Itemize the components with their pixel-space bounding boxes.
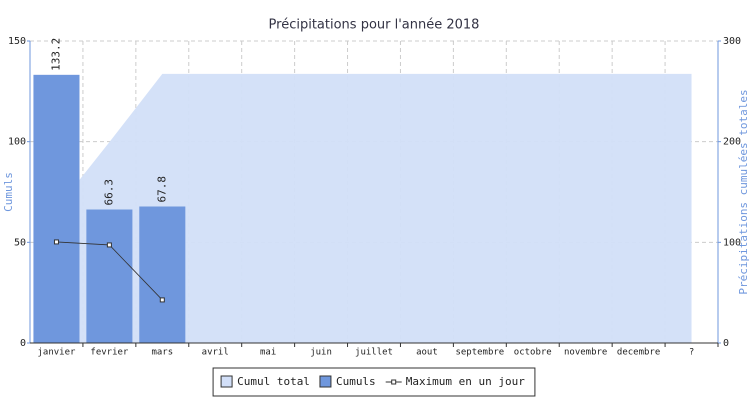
data-label: 66.3 bbox=[102, 179, 115, 206]
y2-tick-label: 0 bbox=[723, 338, 729, 349]
x-tick-label: aout bbox=[416, 348, 438, 358]
y2-tick-label: 100 bbox=[723, 237, 741, 248]
x-tick-label: septembre bbox=[455, 348, 504, 358]
line-marker bbox=[53, 239, 59, 245]
bar bbox=[33, 74, 80, 343]
legend-label: Maximum en un jour bbox=[406, 375, 526, 388]
data-label: 67.8 bbox=[155, 176, 168, 203]
bar bbox=[86, 209, 133, 343]
x-tick-label: janvier bbox=[37, 348, 76, 358]
y2-tick-label: 300 bbox=[723, 36, 741, 47]
x-tick-label: mai bbox=[260, 348, 276, 358]
x-tick-label: decembre bbox=[617, 348, 660, 358]
y2-axis-label: Précipitations cumulées totales bbox=[737, 89, 750, 294]
x-tick-label: avril bbox=[202, 348, 229, 358]
chart-title: Précipitations pour l'année 2018 bbox=[269, 18, 480, 33]
x-tick-label: fevrier bbox=[90, 348, 129, 358]
legend-label: Cumul total bbox=[237, 375, 310, 388]
x-tick-label: octobre bbox=[514, 348, 552, 358]
y-tick-label: 0 bbox=[20, 338, 26, 349]
data-label: 133.2 bbox=[49, 38, 62, 71]
bar bbox=[139, 206, 186, 343]
x-tick-label: novembre bbox=[564, 348, 607, 358]
x-tick-label: juillet bbox=[355, 348, 393, 358]
legend-box bbox=[212, 367, 536, 397]
y-tick-label: 50 bbox=[14, 237, 26, 248]
legend-swatch-marker bbox=[391, 379, 397, 385]
y-axis-label: Cumuls bbox=[2, 172, 15, 212]
legend-label: Cumuls bbox=[336, 375, 376, 388]
y-tick-label: 100 bbox=[8, 137, 26, 148]
y2-tick-label: 200 bbox=[723, 137, 741, 148]
area bbox=[56, 73, 692, 343]
y-tick-label: 150 bbox=[8, 36, 26, 47]
legend-swatch bbox=[220, 375, 233, 388]
x-tick-label: juin bbox=[310, 348, 332, 358]
x-tick-label: mars bbox=[151, 348, 173, 358]
x-tick-label: ? bbox=[689, 348, 694, 358]
line-marker bbox=[106, 242, 112, 248]
legend: Cumul total Cumuls Maximum en un jour bbox=[212, 367, 536, 397]
line-marker bbox=[159, 297, 165, 303]
legend-swatch bbox=[319, 375, 332, 388]
